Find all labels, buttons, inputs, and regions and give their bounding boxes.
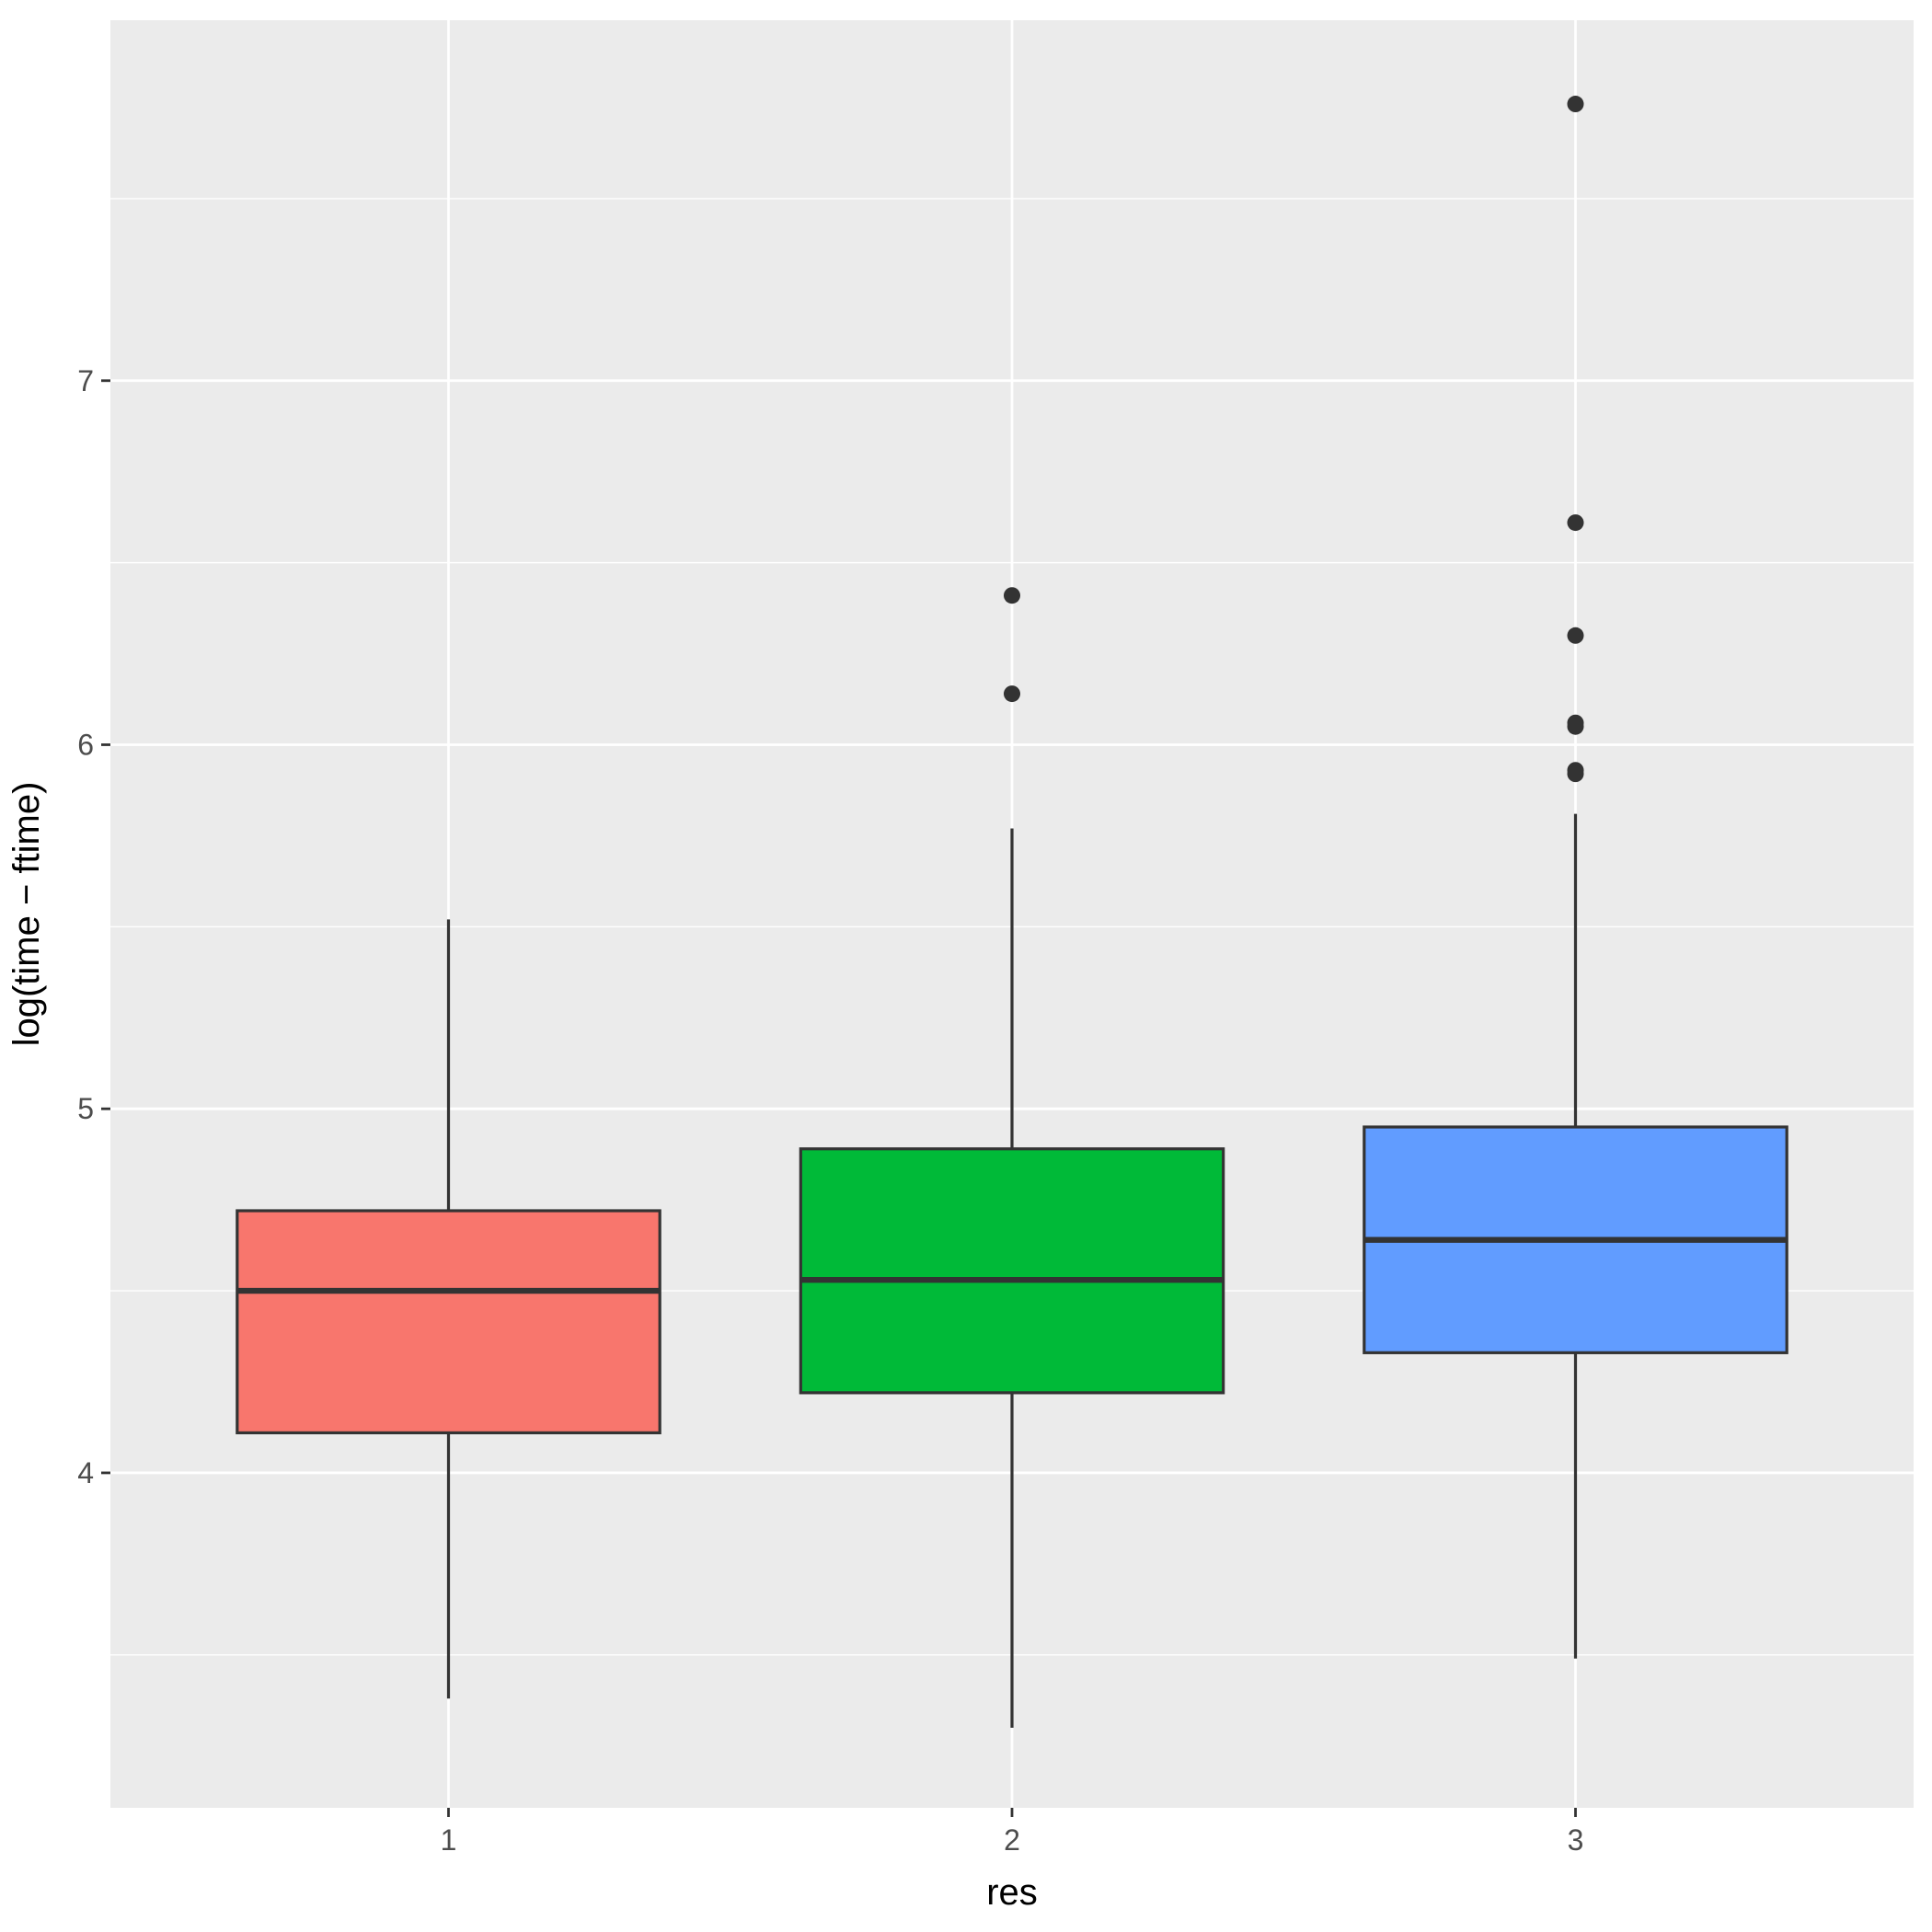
box-3 xyxy=(1363,96,1788,1659)
y-tick-label: 5 xyxy=(77,1092,94,1125)
y-tick-label: 7 xyxy=(77,364,94,397)
outlier-point xyxy=(1567,514,1584,532)
x-tick-label: 2 xyxy=(1004,1823,1020,1857)
y-tick-label: 6 xyxy=(77,728,94,761)
box-2 xyxy=(799,587,1225,1728)
outlier-point xyxy=(1567,718,1584,735)
y-axis-title: log(time − ftime) xyxy=(6,782,47,1047)
box-1 xyxy=(236,919,661,1699)
x-axis: 1 2 3 xyxy=(441,1808,1584,1857)
outlier-point xyxy=(1567,627,1584,644)
y-tick-label: 4 xyxy=(77,1456,94,1489)
box-series xyxy=(236,96,1788,1728)
y-axis: 4 5 6 7 xyxy=(77,364,110,1489)
x-tick-label: 1 xyxy=(441,1823,457,1857)
x-axis-title: res xyxy=(986,1872,1038,1913)
box-iqr xyxy=(799,1147,1225,1395)
outlier-point xyxy=(1567,96,1584,113)
x-tick-label: 3 xyxy=(1568,1823,1584,1857)
outlier-point xyxy=(1004,685,1020,703)
outlier-point xyxy=(1004,587,1020,604)
outlier-point xyxy=(1567,765,1584,783)
box-iqr xyxy=(236,1209,661,1435)
